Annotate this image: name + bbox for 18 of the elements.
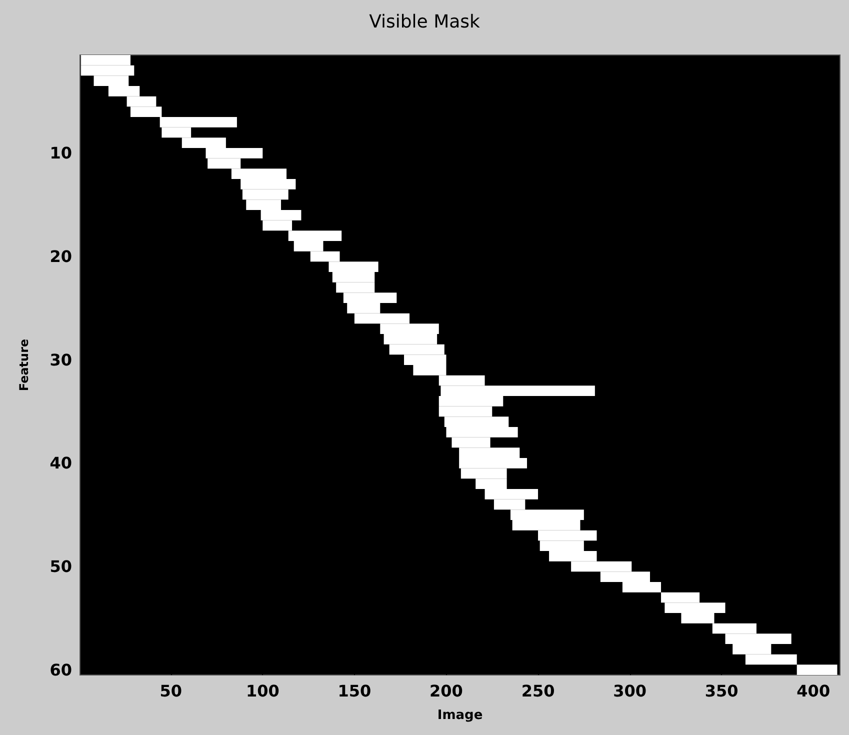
y-axis-title: Feature: [17, 338, 31, 392]
x-tick-label: 400: [796, 682, 830, 700]
bar: [796, 664, 838, 675]
y-tick-label: 10: [50, 144, 72, 163]
x-tick-label: 200: [430, 682, 463, 700]
chart-title: Visible Mask: [369, 12, 481, 32]
x-axis-title: Image: [437, 708, 483, 723]
y-tick-label: 30: [50, 350, 72, 370]
x-tick-label: 250: [521, 682, 555, 700]
y-tick-label: 40: [50, 454, 72, 473]
y-tick-label: 60: [50, 660, 72, 680]
x-tick-label: 150: [338, 682, 372, 700]
x-tick-label: 100: [246, 682, 280, 700]
y-tick-label: 20: [50, 247, 72, 266]
y-tick-label: 50: [50, 557, 72, 576]
x-tick-label: 50: [160, 682, 182, 700]
x-tick-label: 350: [704, 682, 738, 700]
x-tick-label: 300: [613, 682, 647, 700]
